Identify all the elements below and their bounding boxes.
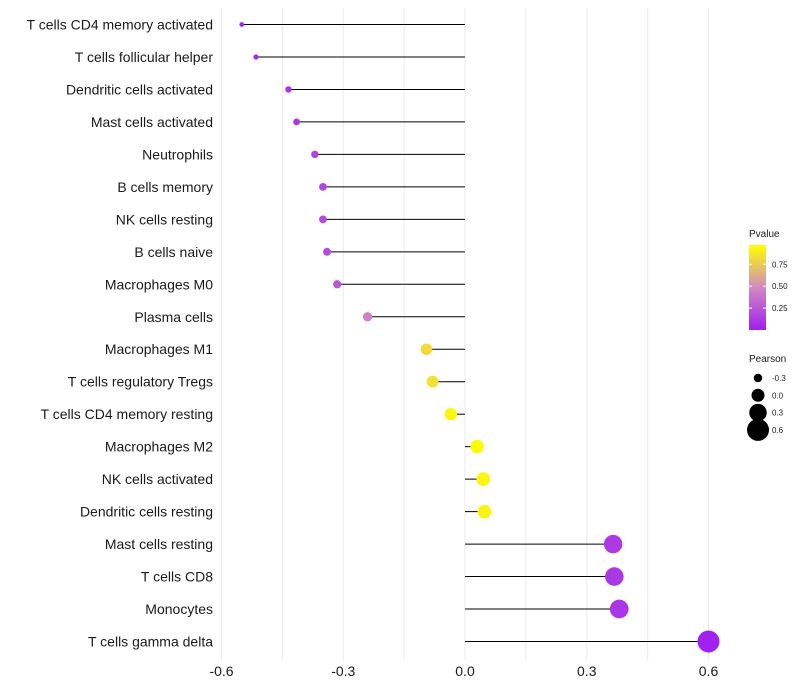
size-key-point xyxy=(747,418,769,441)
data-point xyxy=(285,86,292,93)
data-point xyxy=(605,567,624,586)
data-point xyxy=(420,343,433,356)
pearson-legend-title: Pearson xyxy=(749,354,786,365)
category-label: T cells CD8 xyxy=(141,569,213,585)
size-key-label: -0.3 xyxy=(772,374,786,383)
data-point xyxy=(609,599,629,619)
category-label: Dendritic cells activated xyxy=(66,81,213,97)
size-key-point xyxy=(749,403,767,422)
category-label: Plasma cells xyxy=(134,309,213,325)
data-point xyxy=(362,312,373,322)
category-label: Mast cells resting xyxy=(105,536,213,552)
stems xyxy=(241,24,709,642)
data-point xyxy=(470,439,484,454)
x-tick-label: 0.6 xyxy=(699,663,719,679)
x-tick-label: 0.0 xyxy=(455,663,475,679)
category-label: Mast cells activated xyxy=(91,114,213,130)
data-point xyxy=(319,215,327,224)
data-point xyxy=(239,22,245,27)
category-label: Neutrophils xyxy=(142,146,213,162)
x-tick-label: 0.3 xyxy=(577,663,597,679)
category-labels: T cells CD4 memory activated T cells foll… xyxy=(27,17,214,650)
category-label: Dendritic cells resting xyxy=(80,504,213,520)
size-key-point xyxy=(753,373,763,383)
category-label: NK cells resting xyxy=(116,211,213,227)
category-label: B cells naive xyxy=(134,244,213,260)
x-tick-label: -0.3 xyxy=(331,663,355,679)
data-point xyxy=(293,118,300,126)
pvalue-legend-title: Pvalue xyxy=(749,229,780,240)
data-point xyxy=(603,534,623,554)
data-point xyxy=(444,407,458,421)
data-point xyxy=(426,375,439,388)
category-label: T cells CD4 memory resting xyxy=(41,406,213,422)
category-label: T cells regulatory Tregs xyxy=(68,374,213,390)
category-label: T cells follicular helper xyxy=(75,49,214,65)
size-key-label: 0.6 xyxy=(772,426,784,435)
points xyxy=(239,22,720,653)
grid-lines xyxy=(221,8,709,660)
colorbar-tick-label: 0.75 xyxy=(772,260,788,269)
size-key-label: 0.0 xyxy=(772,391,784,400)
data-point xyxy=(253,54,259,60)
x-tick-label: -0.6 xyxy=(209,663,233,679)
data-point xyxy=(333,280,342,289)
pearson-legend: Pearson -0.3 0.0 0.3 0.6 xyxy=(747,354,786,441)
colorbar-tick-label: 0.25 xyxy=(772,304,788,313)
data-point xyxy=(323,247,331,256)
category-label: Monocytes xyxy=(145,601,213,617)
colorbar-tick-label: 0.50 xyxy=(772,282,788,291)
category-label: T cells CD4 memory activated xyxy=(27,17,213,33)
pvalue-colorbar xyxy=(749,245,766,330)
category-label: Macrophages M1 xyxy=(105,341,213,357)
data-point xyxy=(311,150,319,159)
category-label: T cells gamma delta xyxy=(88,634,213,650)
pvalue-legend: Pvalue 0.25 0.50 0.75 xyxy=(749,229,788,330)
data-point xyxy=(477,504,492,519)
data-point xyxy=(697,630,720,653)
size-key-label: 0.3 xyxy=(772,409,784,418)
size-key-point xyxy=(751,388,765,402)
x-axis-ticks: -0.6 -0.3 0.0 0.3 0.6 xyxy=(209,663,718,679)
data-point xyxy=(476,472,491,486)
category-label: NK cells activated xyxy=(102,471,213,487)
category-label: B cells memory xyxy=(117,179,213,195)
data-point xyxy=(319,182,327,191)
category-label: Macrophages M0 xyxy=(105,276,213,292)
category-label: Macrophages M2 xyxy=(105,439,213,455)
